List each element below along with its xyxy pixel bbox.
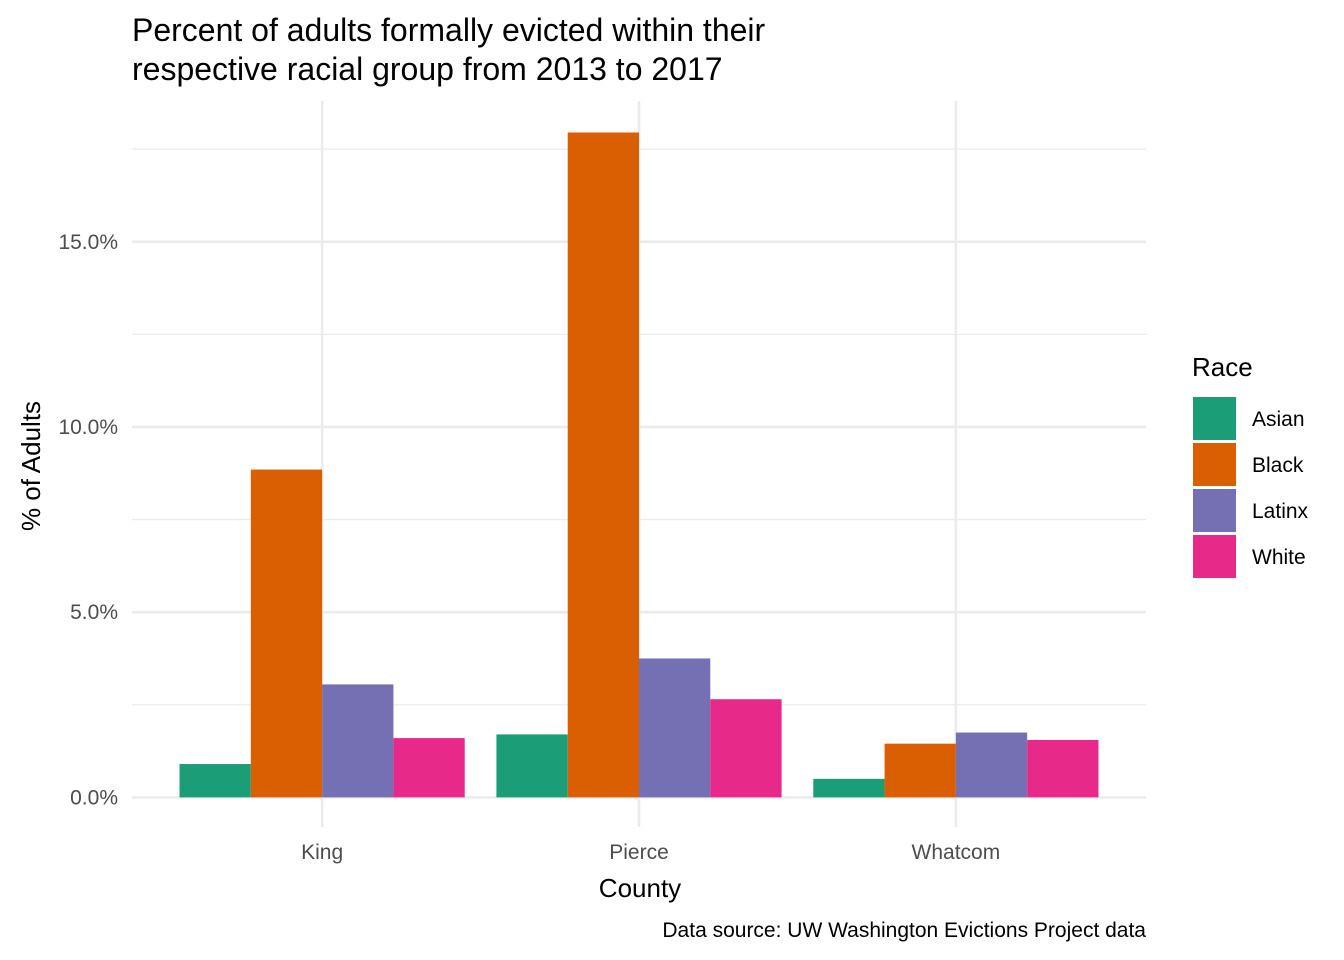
legend-swatch-latinx [1193,489,1236,532]
legend-swatch-white [1193,535,1236,578]
y-axis-tick-labels: 0.0% 5.0% 10.0% 15.0% [58,231,118,810]
bar-king-white [393,738,465,798]
x-tick-label: Pierce [609,841,669,864]
bar-whatcom-black [884,743,956,798]
bar-king-asian [179,764,251,798]
y-tick-label: 0.0% [70,786,118,809]
x-tick-label: Whatcom [912,841,1001,864]
bar-pierce-black [567,132,639,798]
x-tick-label: King [301,841,343,864]
bar-pierce-latinx [639,658,711,798]
chart-title: Percent of adults formally evicted withi… [132,12,766,87]
legend-label-latinx: Latinx [1252,500,1309,523]
bar-pierce-asian [496,734,568,798]
legend: Race Asian Black Latinx White [1192,352,1309,578]
bar-king-black [250,469,323,798]
y-tick-label: 15.0% [58,231,118,254]
y-tick-label: 10.0% [58,416,118,439]
bars [179,132,1099,798]
chart-title-line-1: Percent of adults formally evicted withi… [132,12,766,48]
y-tick-label: 5.0% [70,601,118,624]
legend-label-white: White [1252,546,1306,569]
bar-king-latinx [322,684,394,798]
legend-label-asian: Asian [1252,408,1305,431]
legend-swatch-black [1193,443,1236,486]
y-axis-title: % of Adults [16,401,46,531]
bar-whatcom-white [1027,739,1099,798]
x-axis-title: County [599,873,681,903]
bar-whatcom-latinx [955,732,1028,798]
caption: Data source: UW Washington Evictions Pro… [662,919,1146,942]
bar-whatcom-asian [813,778,885,798]
chart-title-line-2: respective racial group from 2013 to 201… [132,51,723,87]
legend-swatch-asian [1193,397,1236,440]
bar-pierce-white [710,699,782,798]
legend-label-black: Black [1252,454,1304,477]
legend-title: Race [1192,352,1253,382]
x-axis-tick-labels: King Pierce Whatcom [301,841,1000,864]
